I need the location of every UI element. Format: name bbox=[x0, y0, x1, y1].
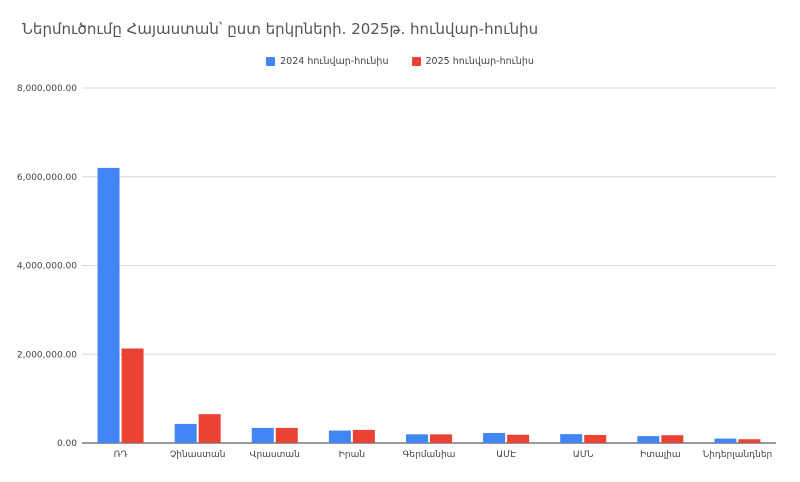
bar bbox=[174, 423, 197, 443]
y-tick-label: 6,000,000.00 bbox=[17, 173, 77, 183]
legend: 2024 հունվար-հունիս 2025 հունվար-հունիս bbox=[0, 56, 800, 69]
bar bbox=[352, 429, 375, 443]
y-tick-label: 2,000,000.00 bbox=[17, 350, 77, 360]
y-tick-label: 8,000,000.00 bbox=[17, 84, 77, 94]
y-tick-label: 4,000,000.00 bbox=[17, 262, 77, 272]
legend-swatch-2024 bbox=[266, 57, 276, 66]
x-tick-label: Իտալիա bbox=[640, 450, 681, 460]
bar bbox=[507, 434, 530, 443]
bar bbox=[584, 435, 607, 443]
x-tick-label: Նիդերլանդներ bbox=[703, 450, 773, 460]
x-tick-label: Վրաստան bbox=[250, 450, 300, 460]
bar bbox=[275, 427, 298, 443]
bar bbox=[328, 430, 351, 443]
x-tick-label: Իրան bbox=[339, 450, 365, 460]
legend-label-2024: 2024 հունվար-հունիս bbox=[280, 56, 389, 67]
x-tick-label: ԱՄԷ bbox=[496, 450, 516, 460]
legend-swatch-2025 bbox=[411, 57, 421, 66]
y-tick-label: 0.00 bbox=[57, 439, 77, 449]
bar bbox=[430, 434, 452, 443]
x-tick-label: Գերմանիա bbox=[403, 450, 456, 460]
legend-item-2025: 2025 հունվար-հունիս bbox=[411, 56, 534, 67]
legend-item-2024: 2024 հունվար-հունիս bbox=[266, 56, 388, 67]
bar bbox=[661, 435, 684, 443]
x-tick-label: Չինաստան bbox=[170, 450, 226, 460]
bar bbox=[121, 348, 144, 443]
bar bbox=[251, 427, 274, 443]
chart-title: Ներմուծումը Հայաստան՝ ըստ երկրների. 2025… bbox=[22, 20, 539, 38]
bar bbox=[560, 434, 583, 443]
bar bbox=[714, 438, 737, 443]
bar bbox=[406, 434, 428, 443]
bar bbox=[637, 436, 660, 443]
legend-label-2025: 2025 հունվար-հունիս bbox=[425, 56, 534, 67]
bar bbox=[198, 414, 221, 443]
x-tick-label: ԱՄՆ bbox=[573, 450, 594, 460]
bar bbox=[483, 433, 506, 443]
x-tick-label: ՌԴ bbox=[114, 450, 128, 460]
bar bbox=[738, 439, 761, 443]
bar bbox=[97, 167, 120, 443]
